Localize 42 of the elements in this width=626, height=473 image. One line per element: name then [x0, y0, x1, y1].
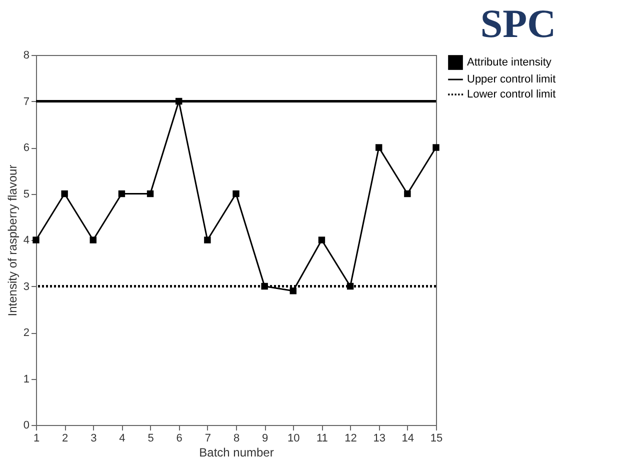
legend-label: Attribute intensity	[467, 56, 552, 68]
x-tick-label: 9	[262, 432, 268, 444]
y-axis-title: Intensity of raspberry flavour	[5, 164, 20, 316]
x-tick-label: 11	[316, 432, 328, 444]
x-tick-label: 7	[204, 432, 211, 444]
x-tick-label: 8	[233, 432, 240, 444]
x-tick-label: 15	[430, 432, 443, 444]
y-tick-label: 0	[23, 420, 30, 432]
y-tick-label: 1	[23, 373, 30, 386]
y-tick-label: 3	[23, 280, 30, 293]
point	[61, 190, 68, 198]
point	[90, 236, 96, 244]
x-tick-label: 12	[344, 432, 357, 444]
point	[204, 236, 211, 244]
point	[146, 190, 154, 198]
legend-label: Upper control limit	[467, 74, 556, 86]
point	[404, 190, 411, 198]
point	[376, 144, 382, 151]
y-tick-label: 4	[23, 234, 30, 246]
legend-label: Lower control limit	[467, 88, 556, 100]
point	[118, 190, 126, 198]
x-tick-label: 10	[288, 432, 300, 444]
text: SPC	[480, 1, 556, 46]
point	[232, 190, 240, 198]
x-tick-label: 13	[373, 432, 386, 444]
point	[318, 236, 326, 244]
x-tick-label: 1	[33, 432, 40, 444]
y-tick-label: 6	[23, 142, 30, 154]
x-tick-label: 5	[148, 432, 154, 444]
y-tick-label: 8	[23, 50, 30, 62]
y-tick-label: 7	[23, 96, 30, 108]
y-tick-label: 2	[23, 327, 30, 339]
point	[32, 236, 40, 244]
point	[290, 288, 296, 294]
x-axis-title: Batch number	[199, 446, 274, 460]
x-tick-label: 2	[62, 432, 68, 444]
x-tick-label: 14	[402, 432, 414, 444]
point	[432, 144, 440, 151]
x-tick-label: 3	[90, 432, 97, 444]
y-tick-label: 5	[23, 188, 30, 200]
x-tick-label: 4	[119, 432, 126, 444]
x-tick-label: 6	[176, 432, 182, 444]
